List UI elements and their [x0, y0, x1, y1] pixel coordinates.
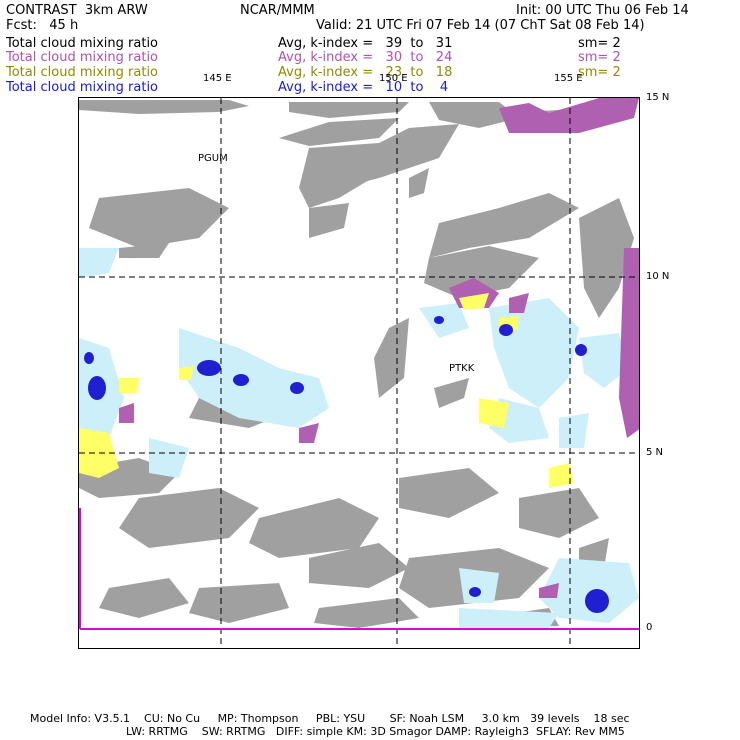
- field-sm-3: sm= 2: [578, 65, 621, 80]
- init-time: Init: 00 UTC Thu 06 Feb 14: [516, 3, 689, 18]
- field-sm-2: sm= 2: [578, 50, 621, 65]
- model-name: CONTRAST 3km ARW: [6, 3, 148, 18]
- model-info-line1: Model Info: V3.5.1 CU: No Cu MP: Thompso…: [30, 712, 630, 725]
- field-range-3: Avg, k-index = 23 to 18: [278, 65, 453, 80]
- lat-label-5n: 5 N: [646, 447, 664, 458]
- field-range-1: Avg, k-index = 39 to 31: [278, 36, 453, 51]
- center-name: NCAR/MMM: [240, 3, 315, 18]
- purple-cloud-layer: [119, 98, 639, 598]
- station-ptkk: PTKK: [449, 363, 475, 374]
- map-panel: PGUM PTKK: [78, 97, 640, 649]
- valid-time: Valid: 21 UTC Fri 07 Feb 14 (07 ChT Sat …: [316, 18, 645, 33]
- field-name-4: Total cloud mixing ratio: [6, 80, 159, 95]
- station-pgum: PGUM: [198, 153, 228, 164]
- cyan-cloud-layer: [79, 248, 639, 628]
- grid-lines: [79, 98, 639, 648]
- model-info-line2: LW: RRTMG SW: RRTMG DIFF: simple KM: 3D …: [126, 725, 625, 738]
- field-name-1: Total cloud mixing ratio: [6, 36, 159, 51]
- field-name-3: Total cloud mixing ratio: [6, 65, 159, 80]
- yellow-cloud-layer: [79, 293, 574, 488]
- field-range-2: Avg, k-index = 30 to 24: [278, 50, 453, 65]
- nest-boundary: [79, 508, 639, 630]
- lon-label-145: 145 E: [203, 73, 232, 84]
- lon-label-155: 155 E: [554, 73, 583, 84]
- field-sm-1: sm= 2: [578, 36, 621, 51]
- lat-label-15n: 15 N: [646, 92, 670, 103]
- forecast-hour: Fcst: 45 h: [6, 18, 79, 33]
- lat-label-10n: 10 N: [646, 271, 670, 282]
- cloud-field-svg: [79, 98, 639, 648]
- blue-core-layer: [84, 316, 609, 613]
- lat-label-0: 0: [646, 622, 653, 633]
- field-range-4: Avg, k-index = 10 to 4: [278, 80, 449, 95]
- field-name-2: Total cloud mixing ratio: [6, 50, 159, 65]
- lon-label-150: 150 E: [379, 73, 408, 84]
